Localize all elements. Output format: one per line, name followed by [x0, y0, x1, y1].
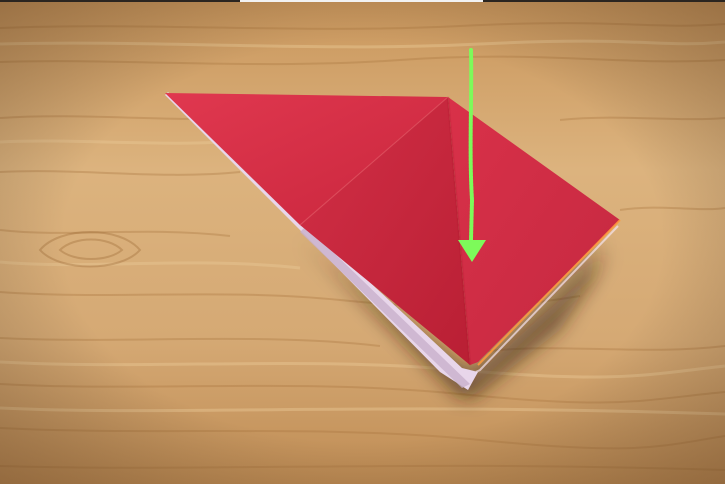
- paper-edge-highlight: [477, 219, 621, 366]
- paper-right-panel: [448, 97, 620, 365]
- top-strip: [0, 0, 725, 2]
- paper-shadow-soft: [330, 240, 600, 400]
- paper-center-panel: [300, 97, 470, 365]
- paper-left-flap: [165, 93, 448, 225]
- top-light-bar: [240, 0, 483, 2]
- origami-paper: [165, 92, 621, 390]
- down-arrow-icon: [458, 48, 486, 262]
